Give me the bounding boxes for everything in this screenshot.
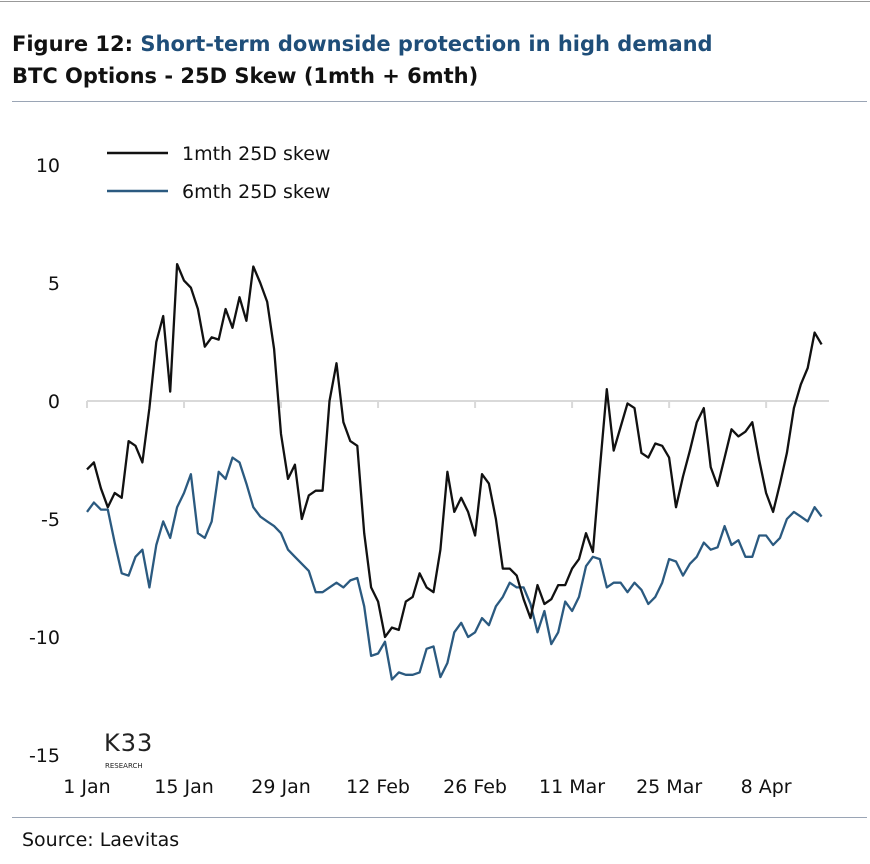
legend-label-6mth: 6mth 25D skew — [182, 181, 330, 203]
x-tick-label: 12 Feb — [346, 776, 410, 798]
figure-label: Figure 12: — [12, 32, 134, 56]
legend: 1mth 25D skew 6mth 25D skew — [107, 143, 330, 203]
figure-title-text: Short-term downside protection in high d… — [140, 32, 713, 56]
x-tick-label: 8 Apr — [741, 776, 792, 798]
logo-subtext: RESEARCH — [105, 762, 143, 770]
y-tick-label: 0 — [48, 391, 60, 413]
x-tick-label: 25 Mar — [636, 776, 702, 798]
y-tick-label: -15 — [29, 745, 60, 767]
chart-subtitle: BTC Options - 25D Skew (1mth + 6mth) — [12, 64, 479, 88]
footer-divider — [12, 817, 867, 818]
k33-logo: K33 RESEARCH — [104, 729, 153, 770]
source-note: Source: Laevitas — [22, 829, 180, 851]
header-divider — [12, 101, 867, 102]
figure-title: Figure 12: Short-term downside protectio… — [12, 32, 713, 56]
series-line-1mth — [86, 262, 823, 639]
x-tick-label: 11 Mar — [539, 776, 605, 798]
y-tick-label: 5 — [48, 273, 60, 295]
y-tick-label: -10 — [29, 627, 60, 649]
series-line-6mth — [86, 456, 823, 681]
x-tick-label: 15 Jan — [154, 776, 214, 798]
legend-label-1mth: 1mth 25D skew — [182, 143, 330, 165]
top-border — [0, 1, 870, 2]
y-tick-label: 10 — [36, 155, 60, 177]
x-tick-label: 29 Jan — [251, 776, 311, 798]
x-tick-label: 26 Feb — [443, 776, 507, 798]
logo-text: K33 — [104, 729, 153, 757]
y-tick-label: -5 — [41, 509, 60, 531]
x-tick-label: 1 Jan — [63, 776, 110, 798]
